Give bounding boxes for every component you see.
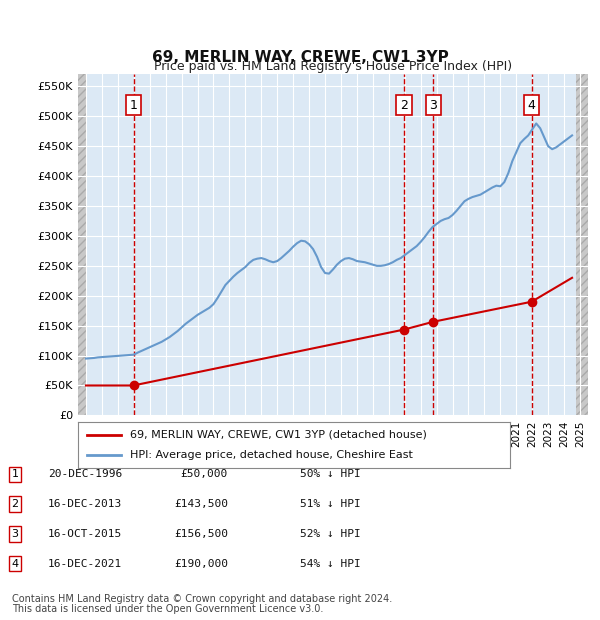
Text: 1: 1 <box>11 469 19 479</box>
Text: 16-OCT-2015: 16-OCT-2015 <box>48 529 122 539</box>
Text: 4: 4 <box>11 559 19 569</box>
Text: 16-DEC-2013: 16-DEC-2013 <box>48 499 122 509</box>
Text: 2: 2 <box>400 99 408 112</box>
Text: 2: 2 <box>11 499 19 509</box>
Text: HPI: Average price, detached house, Cheshire East: HPI: Average price, detached house, Ches… <box>130 450 413 460</box>
Text: 54% ↓ HPI: 54% ↓ HPI <box>300 559 361 569</box>
Text: 3: 3 <box>430 99 437 112</box>
Title: Price paid vs. HM Land Registry's House Price Index (HPI): Price paid vs. HM Land Registry's House … <box>154 60 512 73</box>
Text: Contains HM Land Registry data © Crown copyright and database right 2024.: Contains HM Land Registry data © Crown c… <box>12 595 392 604</box>
Text: £190,000: £190,000 <box>174 559 228 569</box>
Text: 4: 4 <box>527 99 536 112</box>
Text: 20-DEC-1996: 20-DEC-1996 <box>48 469 122 479</box>
Text: 16-DEC-2021: 16-DEC-2021 <box>48 559 122 569</box>
Text: 3: 3 <box>11 529 19 539</box>
Bar <box>576 74 588 415</box>
Text: 50% ↓ HPI: 50% ↓ HPI <box>300 469 361 479</box>
Text: £143,500: £143,500 <box>174 499 228 509</box>
Text: 69, MERLIN WAY, CREWE, CW1 3YP (detached house): 69, MERLIN WAY, CREWE, CW1 3YP (detached… <box>130 430 427 440</box>
Text: This data is licensed under the Open Government Licence v3.0.: This data is licensed under the Open Gov… <box>12 604 323 614</box>
Text: 1: 1 <box>130 99 138 112</box>
Text: 52% ↓ HPI: 52% ↓ HPI <box>300 529 361 539</box>
Text: £50,000: £50,000 <box>181 469 228 479</box>
Text: 51% ↓ HPI: 51% ↓ HPI <box>300 499 361 509</box>
Bar <box>78 74 86 415</box>
Text: 69, MERLIN WAY, CREWE, CW1 3YP: 69, MERLIN WAY, CREWE, CW1 3YP <box>152 50 448 65</box>
Text: £156,500: £156,500 <box>174 529 228 539</box>
